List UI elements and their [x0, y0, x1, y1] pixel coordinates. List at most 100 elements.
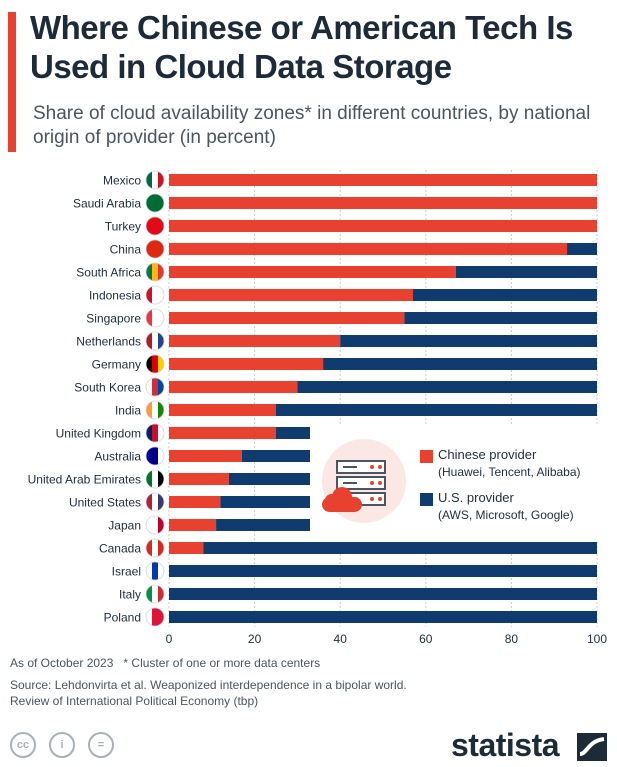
flag-icon-stripe [152, 286, 159, 304]
no-derivatives-icon[interactable]: = [88, 732, 114, 758]
category-label: Poland [104, 611, 141, 625]
category-label: Italy [119, 588, 141, 602]
flag-icon [145, 354, 165, 374]
flag-icon-stripe [146, 194, 153, 212]
bar-us [297, 381, 597, 393]
flag-icon-stripe [146, 447, 153, 465]
legend-sub-chinese: (Huawei, Tencent, Alibaba) [438, 465, 581, 479]
bar-us [169, 611, 597, 623]
flag-icon-stripe [158, 447, 164, 465]
x-tick-label: 60 [419, 632, 433, 646]
flag-icon-stripe [146, 286, 153, 304]
flag-icon-stripe [146, 516, 153, 534]
flag-icon-stripe [152, 562, 159, 580]
category-label: United Kingdom [56, 427, 141, 441]
bar-chinese [169, 473, 229, 485]
attribution-icon[interactable]: i [49, 732, 75, 758]
flag-icon [145, 193, 165, 213]
flag-icon-stripe [146, 263, 153, 281]
legend: Chinese provider (Huawei, Tencent, Aliba… [310, 425, 610, 540]
category-label: Saudi Arabia [73, 197, 141, 211]
category-label: United States [69, 496, 141, 510]
flag-icon [145, 607, 165, 627]
flag-icon-stripe [152, 240, 159, 258]
flag-icon-stripe [158, 470, 164, 488]
flag-icon-stripe [152, 470, 159, 488]
flag-icon-stripe [152, 516, 159, 534]
bar-chinese [169, 335, 341, 347]
flag-icon [145, 400, 165, 420]
flag-icon-stripe [146, 401, 153, 419]
flag-icon-stripe [146, 309, 153, 327]
date-note: As of October 2023 [10, 656, 114, 670]
flag-icon-stripe [146, 562, 153, 580]
flag-icon-stripe [152, 194, 159, 212]
flag-icon [145, 170, 165, 190]
flag-icon-stripe [152, 171, 159, 189]
bar-chinese [169, 404, 276, 416]
chart-subtitle: Share of cloud availability zones* in di… [33, 103, 591, 148]
flag-icon-stripe [158, 171, 164, 189]
flag-icon [145, 584, 165, 604]
flag-icon [145, 262, 165, 282]
flag-icon [145, 515, 165, 535]
flag-icon-stripe [158, 263, 164, 281]
bar-us [276, 404, 597, 416]
flag-icon-stripe [158, 401, 164, 419]
flag-icon-stripe [158, 217, 164, 235]
flag-icon-stripe [152, 401, 159, 419]
x-tick-label: 80 [505, 632, 519, 646]
x-tick-label: 0 [166, 632, 173, 646]
flag-icon-stripe [146, 493, 153, 511]
legend-swatch-chinese [420, 450, 433, 463]
cloud-icon [322, 485, 362, 513]
bar-us [323, 358, 597, 370]
flag-icon [145, 308, 165, 328]
chart-title: Where Chinese or American Tech Is Used i… [30, 9, 573, 85]
flag-icon-stripe [152, 309, 159, 327]
flag-icon [145, 239, 165, 259]
flag-icon [145, 423, 165, 443]
category-label: Canada [99, 542, 141, 556]
flag-icon [145, 561, 165, 581]
flag-icon-stripe [158, 539, 164, 557]
flag-icon-stripe [158, 286, 164, 304]
flag-icon-stripe [146, 240, 153, 258]
flag-icon-stripe [152, 378, 159, 396]
flag-icon-stripe [146, 217, 153, 235]
flag-icon-stripe [158, 332, 164, 350]
legend-sub-us: (AWS, Microsoft, Google) [438, 508, 574, 522]
flag-icon-stripe [158, 516, 164, 534]
category-label: Mexico [103, 174, 141, 188]
category-label: Israel [112, 565, 141, 579]
statista-logo[interactable]: statista [451, 727, 560, 763]
flag-icon-stripe [158, 240, 164, 258]
creative-commons-icon[interactable]: cc [10, 732, 36, 758]
flag-icon-stripe [152, 217, 159, 235]
flag-icon-stripe [158, 608, 164, 626]
flag-icon-stripe [146, 171, 153, 189]
footnote: * Cluster of one or more data centers [123, 656, 321, 670]
legend-swatch-us [420, 493, 433, 506]
source-line-2: Review of International Political Econom… [10, 694, 259, 708]
footer-notes: As of October 2023 * Cluster of one or m… [10, 655, 320, 671]
flag-icon-stripe [152, 355, 159, 373]
flag-icon-stripe [146, 585, 153, 603]
category-label: Japan [108, 519, 141, 533]
category-label: Australia [94, 450, 141, 464]
flag-icon-stripe [146, 378, 153, 396]
bar-chinese [169, 266, 456, 278]
bar-us [404, 312, 597, 324]
flag-icon-stripe [152, 332, 159, 350]
bar-us [340, 335, 597, 347]
category-label: South Africa [76, 266, 141, 280]
flag-icon-stripe [146, 470, 153, 488]
bar-us [567, 243, 597, 255]
title-accent-bar [8, 12, 16, 152]
flag-icon-stripe [146, 608, 153, 626]
legend-label-us: U.S. provider [438, 490, 514, 505]
category-label: Turkey [105, 220, 141, 234]
category-label: Singapore [86, 312, 141, 326]
flag-icon [145, 377, 165, 397]
bar-chinese [169, 312, 405, 324]
